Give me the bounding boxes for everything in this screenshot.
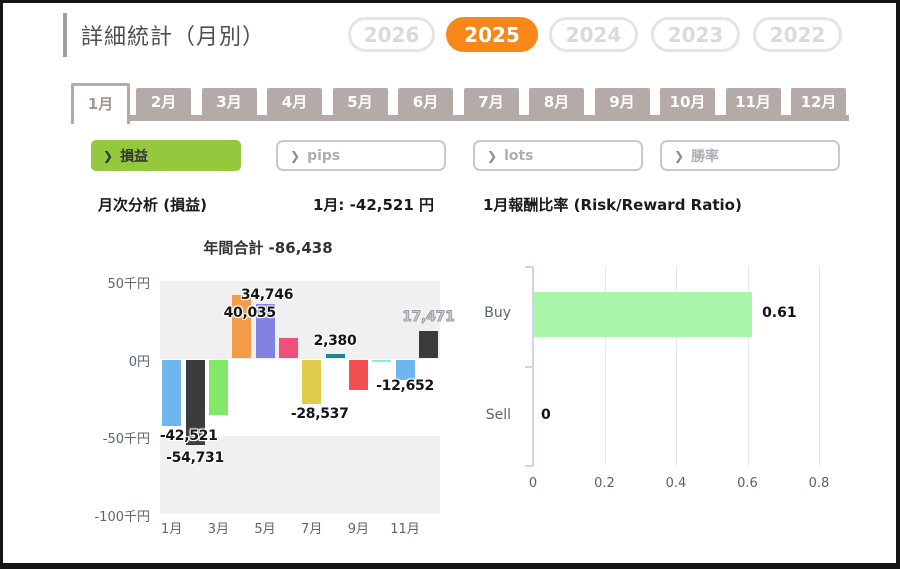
chart-title-annual-total: 年間合計 -86,438 <box>203 239 333 257</box>
x-axis-label: 5月 <box>254 522 276 537</box>
month-tab-11[interactable]: 11月 <box>725 88 781 115</box>
filter-button-profit-loss[interactable]: ❯ 損益 <box>91 140 241 171</box>
bar-value-label: -12,652 <box>376 377 434 394</box>
y-axis-label: -100千円 <box>94 510 150 525</box>
bar-month-5 <box>255 303 275 358</box>
title-accent-bar <box>63 13 67 57</box>
bar-month-12 <box>418 330 438 358</box>
plot-band-upper <box>160 281 440 359</box>
bar-value-label: -54,731 <box>166 450 224 467</box>
bar-value-label: 2,380 <box>313 332 357 349</box>
month-tab-8[interactable]: 8月 <box>529 88 584 115</box>
axis-tick <box>525 266 533 268</box>
x-axis-label: 9月 <box>347 522 369 537</box>
axis-tick <box>525 366 533 368</box>
gridline <box>819 266 820 466</box>
value-label-buy: 0.61 <box>762 305 797 321</box>
bar-month-4 <box>232 295 252 358</box>
x-axis-label: 0.4 <box>665 476 687 491</box>
bar-month-1 <box>162 360 182 427</box>
month-tab-2[interactable]: 2月 <box>136 88 191 115</box>
monthly-pl-bar-chart: 年間合計 -86,438 -42,521 -54,731 40,035 34,746-… <box>68 231 468 551</box>
pl-chart-plot-area: -42,521 -54,731 40,035 34,746 -28,537 2,380 -1… <box>160 281 455 514</box>
filter-button-win-rate[interactable]: ❯ 勝率 <box>660 140 840 171</box>
category-label-buy: Buy <box>484 305 511 321</box>
x-axis-label: 0.2 <box>594 476 615 491</box>
year-tab-2023[interactable]: 2023 <box>651 17 740 52</box>
section-header-month-total: 1月: -42,521 円 <box>313 196 434 214</box>
bar-month-8 <box>325 353 345 358</box>
bar-value-label: 40,035 <box>223 305 277 322</box>
plot-band-lower <box>160 436 440 514</box>
x-axis-label: 0.6 <box>737 476 758 491</box>
chevron-right-icon: ❯ <box>103 148 114 163</box>
x-axis-label: 0.8 <box>808 476 830 491</box>
section-header-risk-reward: 1月報酬比率 (Risk/Reward Ratio) <box>483 196 742 214</box>
y-axis-label: -50千円 <box>102 432 150 448</box>
filter-label: 勝率 <box>691 148 720 165</box>
year-tab-2024[interactable]: 2024 <box>549 17 638 52</box>
filter-button-lots[interactable]: ❯ lots <box>473 140 643 171</box>
bar-month-11 <box>395 360 415 380</box>
year-tab-2025[interactable]: 2025 <box>446 17 538 52</box>
month-tab-7[interactable]: 7月 <box>463 88 519 115</box>
filter-button-pips[interactable]: ❯ pips <box>276 140 446 171</box>
month-tab-1[interactable]: 1月 <box>71 83 130 124</box>
filter-label: pips <box>307 147 341 164</box>
chevron-right-icon: ❯ <box>290 148 301 163</box>
bar-value-label: 17,471 <box>402 308 456 325</box>
bar-month-9 <box>348 360 368 391</box>
y-axis-line <box>532 266 534 467</box>
bar-month-6 <box>278 338 298 358</box>
axis-tick <box>525 465 533 467</box>
x-axis-label: 1月 <box>161 522 183 537</box>
chevron-right-icon: ❯ <box>674 148 685 163</box>
value-label-sell: 0 <box>541 407 551 423</box>
year-tab-2026[interactable]: 2026 <box>348 17 435 52</box>
x-axis-label: 7月 <box>301 522 323 537</box>
bar-value-label: -42,521 <box>159 428 218 445</box>
x-axis-label: 0 <box>528 476 538 491</box>
gridline <box>747 266 749 466</box>
bar-month-2 <box>185 360 205 446</box>
filter-label: lots <box>504 147 534 164</box>
gridline <box>604 266 606 466</box>
y-axis-label: 50千円 <box>107 277 150 292</box>
gridline <box>676 266 677 466</box>
y-axis-label: 0円 <box>128 354 150 370</box>
bar-value-label: -28,537 <box>290 406 349 423</box>
month-tab-6[interactable]: 6月 <box>398 88 453 115</box>
filter-label: 損益 <box>120 148 149 165</box>
month-tab-10[interactable]: 10月 <box>660 88 715 115</box>
month-tab-4[interactable]: 4月 <box>267 88 322 115</box>
buy-bar <box>534 291 753 337</box>
month-tabs-baseline <box>71 115 849 121</box>
year-tab-2022[interactable]: 2022 <box>753 17 842 52</box>
bar-month-3 <box>208 360 228 415</box>
month-tab-3[interactable]: 3月 <box>201 88 257 115</box>
bar-month-10 <box>372 360 392 363</box>
risk-reward-bar-chart: 0 0.2 0.4 0.6 0.8 Buy 0.61 Sell 0 <box>483 258 895 508</box>
month-tab-9[interactable]: 9月 <box>594 88 650 115</box>
month-tab-5[interactable]: 5月 <box>332 88 388 115</box>
x-axis-label: 11月 <box>390 522 420 537</box>
section-header-monthly-analysis: 月次分析 (損益) <box>98 196 207 214</box>
page-title: 詳細統計（月別） <box>81 25 266 50</box>
bar-value-label: 34,746 <box>240 286 294 303</box>
month-tab-12[interactable]: 12月 <box>791 88 846 115</box>
x-axis-label: 3月 <box>207 522 229 537</box>
category-label-sell: Sell <box>485 407 511 423</box>
chevron-right-icon: ❯ <box>487 148 498 163</box>
bar-month-7 <box>302 360 322 405</box>
